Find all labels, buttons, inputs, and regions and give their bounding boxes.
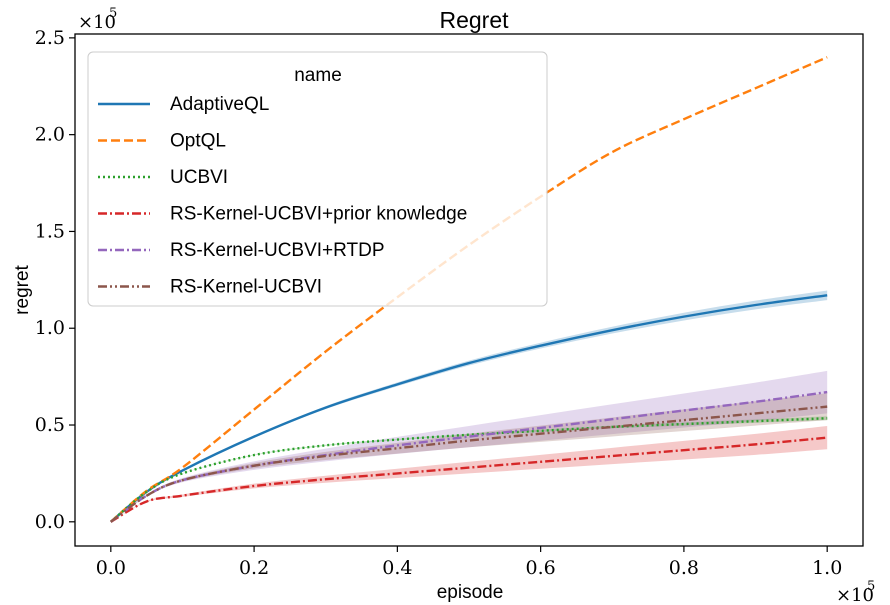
legend-label-adaptiveql: AdaptiveQL xyxy=(170,94,269,115)
y-tick-label: 1.0 xyxy=(35,317,65,339)
y-axis-label: regret xyxy=(12,264,33,314)
band-rs-kernel-ucbvi-prior-knowledge xyxy=(110,425,828,522)
series-lines xyxy=(110,56,828,523)
y-tick-label: 1.5 xyxy=(35,220,65,242)
y-offset-exponent: 5 xyxy=(109,6,117,21)
legend-label-rs-kernel-ucbvi: RS-Kernel-UCBVI xyxy=(170,277,322,298)
x-tick-label: 1.0 xyxy=(812,557,842,579)
x-offset-exponent: 5 xyxy=(867,579,875,594)
y-axis-ticks: 0.0 0.5 1.0 1.5 2.0 2.5 xyxy=(35,27,75,533)
band-rs-kernel-ucbvi-rtdp xyxy=(110,370,828,522)
confidence-bands xyxy=(110,290,828,522)
line-rs-kernel-ucbvi xyxy=(110,405,828,523)
chart-title: Regret xyxy=(439,7,509,33)
y-tick-label: 2.5 xyxy=(35,27,65,49)
x-axis-label: episode xyxy=(437,582,504,603)
legend-title: name xyxy=(294,65,342,86)
x-tick-label: 0.4 xyxy=(382,557,412,579)
y-tick-label: 0.0 xyxy=(35,511,65,533)
legend-label-rs-kernel-ucbvi-prior-knowledge: RS-Kernel-UCBVI+prior knowledge xyxy=(170,204,467,225)
band-rs-kernel-ucbvi xyxy=(110,393,828,522)
legend-box xyxy=(87,51,548,307)
legend: name AdaptiveQL OptQL UCBVI RS-Kernel-UCBVI… xyxy=(87,51,548,307)
x-tick-label: 0.6 xyxy=(526,557,556,579)
legend-label-rs-kernel-ucbvi-rtdp: RS-Kernel-UCBVI+RTDP xyxy=(170,240,385,261)
legend-label-optql: OptQL xyxy=(170,131,226,152)
line-optql xyxy=(110,56,828,523)
y-tick-label: 2.0 xyxy=(35,124,65,146)
x-axis-ticks: 0.0 0.2 0.4 0.6 0.8 1.0 xyxy=(96,546,842,579)
line-ucbvi xyxy=(110,417,828,523)
y-offset-base: ×10 xyxy=(78,12,116,33)
line-adaptiveql xyxy=(110,294,828,523)
x-offset-label: ×10 5 xyxy=(836,579,875,605)
line-rs-kernel-ucbvi-prior-knowledge xyxy=(110,436,828,523)
legend-label-ucbvi: UCBVI xyxy=(170,167,228,188)
x-offset-base: ×10 xyxy=(836,585,874,605)
line-rs-kernel-ucbvi-rtdp xyxy=(110,390,828,523)
plot-frame xyxy=(74,33,864,547)
x-tick-label: 0.0 xyxy=(96,557,126,579)
y-tick-label: 0.5 xyxy=(35,414,65,436)
x-tick-label: 0.2 xyxy=(239,557,269,579)
y-offset-label: ×10 5 xyxy=(78,6,117,33)
x-tick-label: 0.8 xyxy=(669,557,699,579)
